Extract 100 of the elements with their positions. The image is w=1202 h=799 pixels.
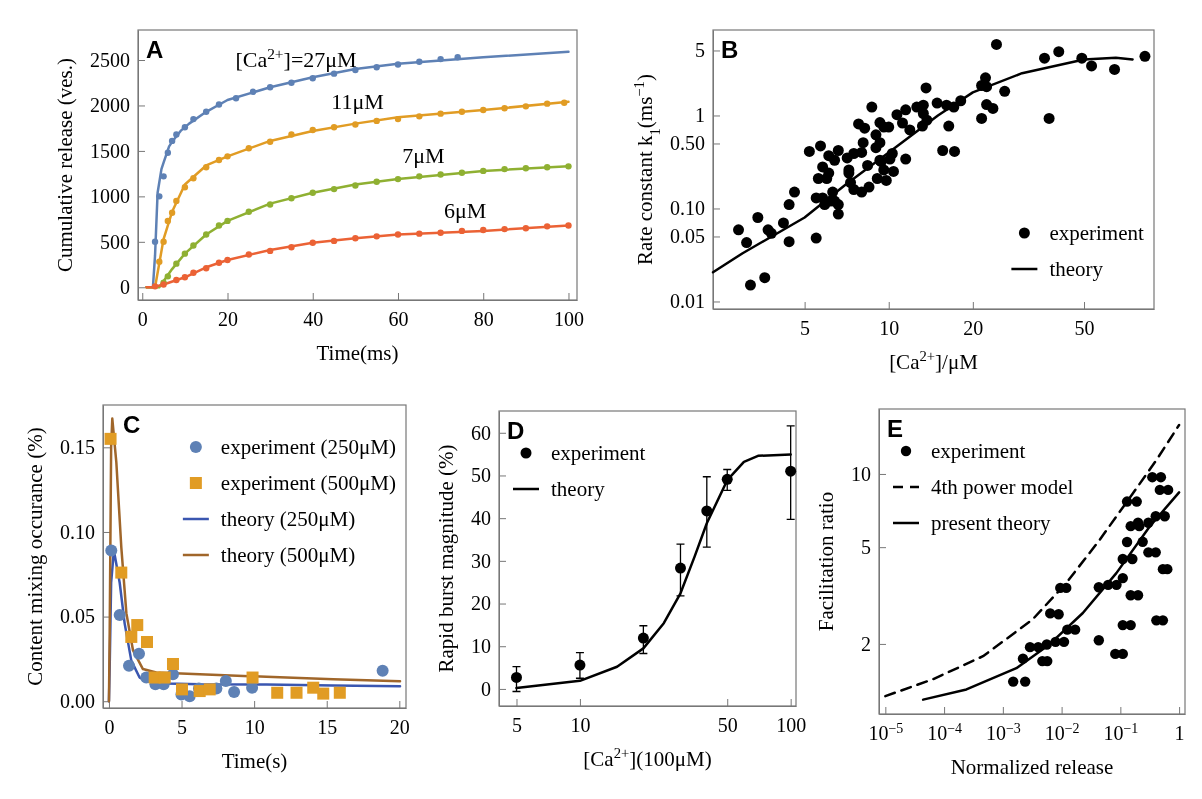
legend-label: theory [551, 477, 606, 501]
point [245, 251, 253, 258]
point [224, 217, 231, 225]
point [288, 131, 295, 138]
annotation: D [507, 417, 525, 444]
point [288, 79, 295, 86]
y-tick-label: 2500 [90, 48, 130, 71]
y-tick-label: 20 [471, 592, 491, 615]
y-tick-label: 2000 [90, 94, 130, 117]
point [330, 237, 338, 245]
point [224, 153, 231, 160]
legend-label: experiment [551, 441, 646, 465]
point [266, 247, 274, 255]
point [133, 647, 146, 660]
point [158, 671, 171, 684]
point [219, 674, 232, 687]
legend-label: experiment (500μM) [220, 471, 396, 495]
point [309, 74, 316, 82]
point [245, 208, 253, 216]
x-tick-label: 10$^{−1}$ [1103, 720, 1139, 745]
legend-label: experiment [1049, 221, 1144, 245]
point [352, 182, 359, 189]
point [458, 108, 466, 116]
point [373, 117, 380, 125]
point [181, 124, 189, 131]
point [330, 124, 338, 131]
x-tick-label: 50 [717, 714, 738, 737]
y-tick-label: 1500 [90, 139, 130, 162]
series-label: 6μM [443, 197, 487, 223]
point [168, 137, 176, 145]
point [480, 106, 487, 114]
annotation: E [887, 415, 904, 442]
point [416, 113, 423, 120]
point [522, 164, 530, 172]
point [416, 58, 423, 66]
point [501, 225, 508, 233]
point [376, 664, 389, 677]
legend-label: 4th power model [931, 475, 1074, 499]
point [458, 169, 466, 176]
point [173, 276, 180, 284]
x-tick-label: 1 [1174, 722, 1185, 745]
point [215, 222, 223, 229]
point [288, 194, 295, 202]
legend-label: theory [1049, 257, 1104, 281]
point [105, 544, 118, 557]
point [181, 184, 189, 191]
point [437, 55, 444, 63]
point [352, 121, 359, 128]
legend-label: theory (250μM) [220, 507, 356, 531]
x-tick-label: 10 [570, 714, 591, 737]
point [458, 227, 466, 235]
point [480, 226, 487, 234]
point [113, 608, 126, 621]
series-label: 11μM [331, 89, 384, 115]
point [202, 264, 210, 272]
y-tick-label: 30 [471, 549, 491, 572]
point [437, 171, 444, 178]
annotation: A [146, 36, 164, 63]
annotation: B [721, 36, 739, 63]
legend-label: theory (500μM) [220, 543, 356, 567]
point [202, 231, 210, 238]
point [202, 108, 210, 116]
y-tick-label: 40 [471, 507, 491, 530]
point [125, 630, 138, 643]
point [228, 685, 241, 698]
x-tick-label: 10$^{−4}$ [927, 720, 963, 745]
x-tick-label: 10$^{−3}$ [985, 720, 1021, 745]
point [307, 681, 320, 694]
point [246, 671, 259, 684]
point [115, 566, 128, 579]
y-tick-label: 0 [481, 677, 491, 700]
point [416, 173, 423, 180]
point [522, 224, 530, 232]
point [330, 185, 338, 193]
y-axis-title: Facilitation ratio [814, 491, 838, 632]
point [140, 635, 153, 648]
x-tick-label: 20 [389, 716, 410, 739]
x-tick-label: 20 [963, 317, 984, 340]
point [394, 115, 402, 123]
point [173, 131, 180, 138]
y-tick-label: 1000 [90, 185, 130, 208]
point [373, 64, 380, 71]
point [352, 234, 359, 242]
legend-label: experiment (250μM) [220, 435, 396, 459]
point [202, 164, 210, 171]
point [151, 238, 159, 246]
y-axis-title: Content mixing occurance (%) [23, 427, 47, 686]
x-tick-label: 5 [800, 317, 811, 340]
point [266, 138, 274, 146]
point [232, 94, 240, 102]
legend-label: experiment [931, 439, 1026, 463]
line-series [107, 417, 402, 703]
point [416, 230, 423, 237]
x-axis-title: Time(s) [221, 749, 288, 773]
point [164, 273, 172, 280]
point [333, 686, 346, 699]
x-tick-label: 5 [512, 714, 522, 737]
point [266, 84, 274, 91]
point [190, 242, 197, 249]
y-tick-label: 0.05 [60, 605, 95, 628]
